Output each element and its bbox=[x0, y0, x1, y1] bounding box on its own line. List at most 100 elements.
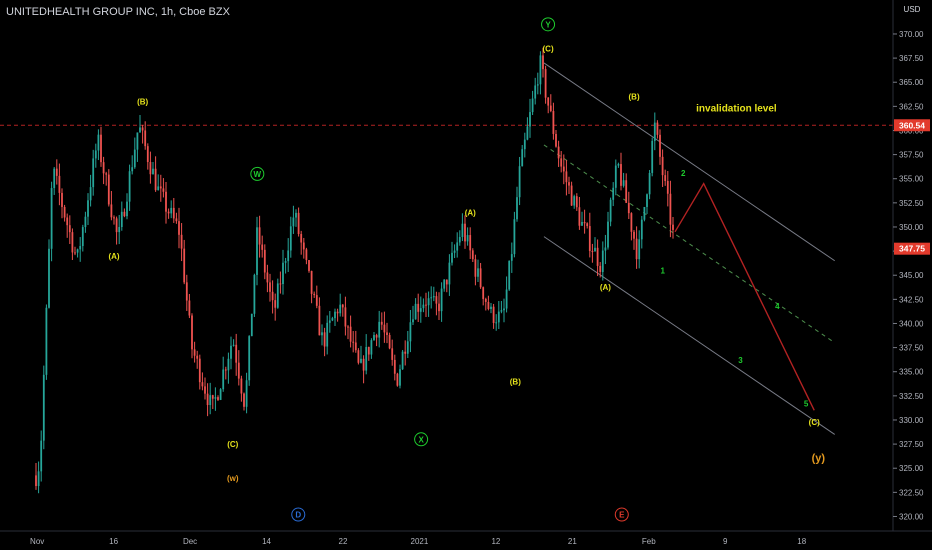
candle-body bbox=[583, 221, 586, 224]
candle-body bbox=[37, 471, 40, 487]
candle-body bbox=[276, 283, 279, 308]
candle-body bbox=[66, 217, 69, 226]
candle-body bbox=[295, 212, 297, 218]
candle-body bbox=[227, 358, 230, 371]
candle-body bbox=[365, 347, 368, 371]
candle-body bbox=[453, 250, 456, 253]
candle-body bbox=[523, 139, 526, 150]
x-axis[interactable]: Nov 16 Dec 14 22 2021 12 21 Feb 9 18 bbox=[0, 530, 932, 550]
candle-body bbox=[521, 149, 524, 167]
candle-body bbox=[61, 192, 63, 207]
wave-label: (C) bbox=[227, 440, 238, 449]
candle-body bbox=[497, 311, 500, 323]
candle-body bbox=[373, 335, 375, 341]
candle-body bbox=[313, 293, 316, 296]
candle-body bbox=[591, 250, 594, 252]
price-tag-background bbox=[894, 242, 930, 255]
candle-body bbox=[162, 188, 165, 192]
candle-body bbox=[279, 283, 282, 285]
candle-body bbox=[612, 187, 615, 200]
candle-body bbox=[505, 289, 508, 309]
candle-body bbox=[451, 252, 453, 263]
candle-body bbox=[232, 344, 235, 346]
candle-body bbox=[557, 146, 560, 159]
candle-body bbox=[292, 217, 295, 227]
candle-body bbox=[297, 212, 300, 235]
y-tick-label: 355.00 bbox=[899, 175, 924, 184]
candle-body bbox=[175, 218, 178, 222]
channel-upper-line bbox=[543, 62, 835, 262]
wave-label: invalidation level bbox=[696, 103, 777, 114]
candle-body bbox=[157, 186, 160, 191]
price-tag-label: 360.54 bbox=[899, 120, 925, 130]
currency-label: USD bbox=[904, 5, 921, 14]
candle-body bbox=[495, 322, 498, 324]
candle-body bbox=[526, 126, 529, 140]
candle-body bbox=[633, 231, 635, 239]
candle-body bbox=[443, 279, 446, 289]
candle-body bbox=[81, 227, 84, 247]
candle-body bbox=[256, 227, 258, 275]
candle-body bbox=[469, 235, 472, 251]
candle-body bbox=[263, 249, 266, 273]
candle-body bbox=[659, 134, 661, 157]
candle-body bbox=[399, 369, 401, 386]
candle-body bbox=[596, 247, 599, 266]
candle-body bbox=[131, 167, 134, 172]
y-tick-label: 367.50 bbox=[899, 54, 924, 63]
candle-body bbox=[305, 249, 308, 261]
candle-body bbox=[261, 244, 264, 250]
candle-body bbox=[89, 187, 92, 201]
candle-body bbox=[53, 168, 56, 189]
candle-body bbox=[321, 332, 323, 336]
candle-body bbox=[648, 172, 651, 195]
candle-body bbox=[386, 332, 388, 335]
candle-body bbox=[165, 191, 167, 212]
candle-body bbox=[79, 246, 82, 250]
candle-body bbox=[513, 219, 516, 255]
candle-body bbox=[149, 162, 152, 175]
y-tick-label: 352.50 bbox=[899, 199, 924, 208]
y-tick-label: 365.00 bbox=[899, 78, 924, 87]
candle-body bbox=[201, 382, 204, 387]
candle-body bbox=[354, 342, 357, 351]
candle-body bbox=[118, 227, 121, 233]
candle-body bbox=[510, 254, 513, 261]
wave-label: (C) bbox=[809, 418, 820, 427]
candle-body bbox=[622, 180, 625, 186]
candle-body bbox=[614, 165, 617, 188]
y-tick-label: 335.00 bbox=[899, 368, 924, 377]
candle-body bbox=[193, 349, 196, 356]
y-tick-label: 362.50 bbox=[899, 102, 924, 111]
y-tick-label: 345.00 bbox=[899, 271, 924, 280]
candle-body bbox=[180, 234, 183, 249]
candle-body bbox=[323, 332, 326, 347]
candle-body bbox=[74, 252, 76, 254]
y-axis[interactable]: USD370.00367.50365.00362.50360.00357.503… bbox=[892, 0, 932, 550]
candle-body bbox=[500, 310, 503, 312]
candle-body bbox=[656, 122, 659, 135]
candle-body bbox=[573, 196, 576, 206]
x-tick-label: 21 bbox=[568, 537, 577, 546]
candle-body bbox=[126, 201, 128, 217]
candle-body bbox=[391, 348, 394, 360]
wave-label: (C) bbox=[543, 44, 554, 53]
candle-body bbox=[331, 318, 334, 321]
candle-body bbox=[438, 303, 440, 312]
candle-body bbox=[349, 326, 352, 342]
candle-body bbox=[490, 306, 492, 309]
wave-circle-marker bbox=[541, 17, 556, 32]
candle-body bbox=[425, 304, 427, 306]
wave-label: 1 bbox=[660, 266, 665, 275]
candle-body bbox=[87, 200, 89, 217]
candle-body bbox=[71, 232, 74, 253]
candle-body bbox=[464, 223, 466, 242]
candle-body bbox=[487, 301, 490, 309]
candle-body bbox=[302, 242, 305, 250]
candle-body bbox=[560, 158, 563, 167]
y-tick-label: 357.50 bbox=[899, 151, 924, 160]
candle-body bbox=[284, 261, 287, 263]
candle-body bbox=[440, 288, 443, 312]
candle-body bbox=[404, 351, 407, 354]
